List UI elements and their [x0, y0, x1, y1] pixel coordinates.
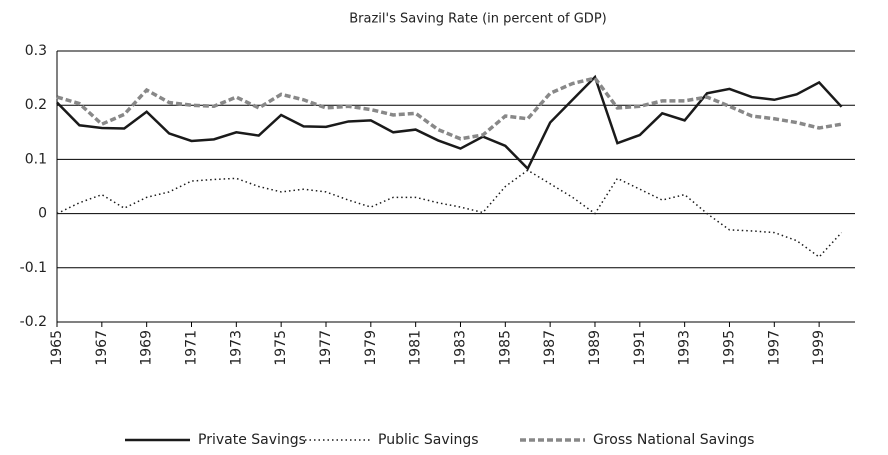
- x-tick-label: 1991: [632, 330, 648, 366]
- y-tick-label: -0.1: [20, 260, 47, 276]
- x-tick-label: 1993: [677, 330, 693, 366]
- series-line: [56, 169, 843, 258]
- y-tick-label: 0: [38, 206, 47, 222]
- x-tick-label: 1965: [49, 330, 65, 366]
- x-tick-label: 1969: [139, 330, 155, 366]
- x-tick-label: 1985: [497, 330, 513, 366]
- series-line: [56, 74, 843, 171]
- y-tick-label: 0.2: [25, 97, 47, 113]
- y-tick-label: -0.2: [20, 314, 47, 330]
- legend-label: Gross National Savings: [593, 432, 754, 448]
- series-line: [56, 76, 842, 141]
- x-tick-label: 1995: [721, 330, 737, 366]
- x-tick-label: 1979: [363, 330, 379, 366]
- legend-label: Public Savings: [378, 432, 479, 448]
- x-tick-label: 1997: [766, 330, 782, 366]
- x-tick-label: 1987: [542, 330, 558, 366]
- chart-title: Brazil's Saving Rate (in percent of GDP): [349, 12, 606, 27]
- x-tick-label: 1981: [408, 330, 424, 366]
- y-tick-label: 0.1: [25, 151, 47, 167]
- x-tick-label: 1975: [273, 330, 289, 366]
- x-tick-label: 1973: [228, 330, 244, 366]
- x-tick-label: 1983: [452, 330, 468, 366]
- y-tick-label: 0.3: [25, 43, 47, 59]
- x-tick-label: 1989: [587, 330, 603, 366]
- legend-label: Private Savings: [198, 432, 306, 448]
- x-tick-label: 1971: [183, 330, 199, 366]
- x-tick-label: 1977: [318, 330, 334, 366]
- x-tick-label: 1967: [94, 330, 110, 366]
- x-tick-label: 1999: [811, 330, 827, 366]
